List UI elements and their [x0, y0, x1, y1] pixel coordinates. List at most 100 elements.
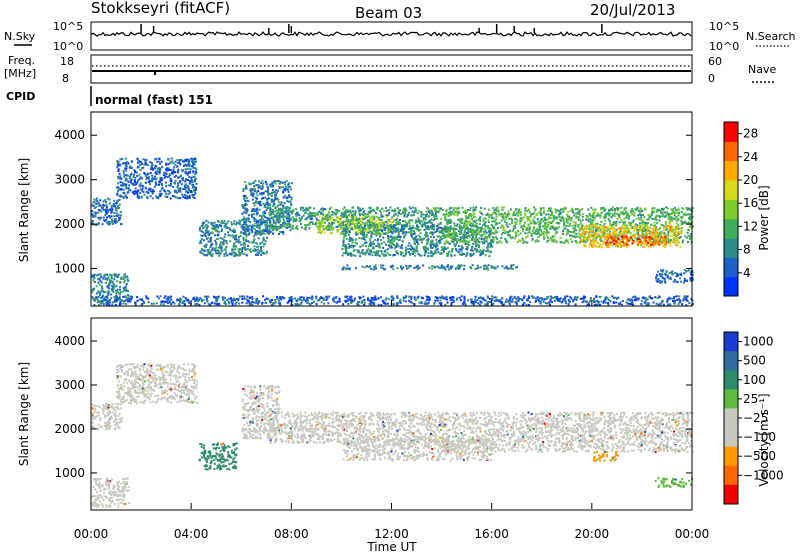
- data-cell: [544, 222, 547, 225]
- data-cell: [421, 241, 423, 244]
- data-cell: [571, 225, 574, 227]
- data-cell: [106, 221, 109, 224]
- data-cell: [101, 223, 104, 226]
- data-cell: [130, 178, 133, 181]
- data-cell: [380, 250, 383, 253]
- data-cell: [183, 164, 185, 167]
- data-cell: [474, 219, 477, 222]
- data-cell: [125, 295, 128, 298]
- data-cell: [91, 289, 94, 292]
- data-cell: [110, 215, 113, 218]
- data-cell: [378, 226, 381, 229]
- data-cell: [353, 225, 356, 228]
- data-cell: [308, 227, 311, 230]
- data-cell: [252, 188, 255, 191]
- data-cell: [522, 225, 525, 228]
- data-cell: [265, 227, 268, 230]
- data-cell: [222, 221, 224, 224]
- data-cell: [687, 217, 690, 220]
- data-cell: [174, 171, 177, 174]
- data-cell: [331, 211, 334, 213]
- data-cell: [515, 231, 518, 234]
- data-cell: [488, 234, 491, 237]
- data-cell: [364, 215, 367, 218]
- data-cell: [362, 229, 365, 232]
- data-cell: [291, 182, 294, 185]
- data-cell: [469, 254, 472, 257]
- data-cell: [599, 237, 602, 240]
- data-cell: [448, 232, 451, 235]
- data-cell: [164, 181, 167, 184]
- data-cell: [570, 209, 572, 212]
- data-cell: [496, 231, 499, 234]
- data-cell: [613, 215, 616, 218]
- data-cell: [383, 221, 386, 224]
- data-cell: [240, 252, 243, 255]
- data-cell: [372, 245, 375, 248]
- data-cell: [611, 206, 614, 209]
- data-cell: [179, 190, 182, 193]
- data-cell: [559, 216, 562, 219]
- data-cell: [566, 225, 569, 228]
- data-cell: [358, 207, 361, 210]
- data-cell: [256, 231, 259, 234]
- data-cell: [311, 212, 314, 215]
- data-cell: [248, 232, 251, 235]
- data-cell: [358, 210, 361, 213]
- data-cell: [380, 213, 383, 216]
- data-cell: [91, 213, 94, 216]
- data-cell: [409, 244, 412, 247]
- data-cell: [342, 236, 345, 239]
- data-cell: [372, 251, 375, 254]
- data-cell: [191, 183, 194, 186]
- data-cell: [359, 224, 362, 227]
- data-cell: [489, 228, 492, 231]
- data-cell: [425, 222, 428, 224]
- data-cell: [255, 191, 258, 194]
- data-cell: [259, 202, 261, 205]
- data-cell: [251, 230, 254, 233]
- data-cell: [567, 218, 569, 221]
- data-cell: [143, 163, 146, 166]
- data-cell: [680, 229, 683, 232]
- data-cell: [387, 248, 389, 251]
- data-cell: [396, 238, 399, 240]
- data-cell: [552, 238, 555, 241]
- data-cell: [136, 157, 139, 160]
- data-cell: [260, 182, 263, 185]
- data-cell: [464, 220, 467, 223]
- data-cell: [173, 176, 176, 178]
- data-cell: [588, 224, 591, 227]
- data-cell: [416, 228, 419, 231]
- data-cell: [603, 225, 606, 228]
- data-cell: [189, 191, 192, 193]
- data-cell: [435, 215, 438, 218]
- data-cell: [112, 202, 115, 205]
- data-cell: [117, 219, 120, 222]
- data-cell: [126, 161, 128, 164]
- data-cell: [285, 206, 288, 209]
- data-cell: [558, 222, 561, 225]
- data-cell: [119, 188, 122, 191]
- data-cell: [513, 225, 516, 228]
- data-cell: [572, 220, 575, 223]
- data-cell: [254, 190, 257, 193]
- data-cell: [570, 234, 573, 237]
- data-cell: [481, 240, 484, 243]
- data-cell: [200, 230, 203, 233]
- data-cell: [533, 206, 536, 209]
- data-cell: [467, 222, 470, 225]
- data-cell: [107, 197, 109, 200]
- data-cell: [451, 233, 454, 236]
- data-cell: [651, 238, 654, 241]
- data-cell: [461, 219, 463, 222]
- data-cell: [305, 226, 308, 229]
- data-cell: [92, 288, 95, 291]
- data-cell: [260, 197, 263, 200]
- data-cell: [521, 226, 524, 229]
- data-cell: [587, 220, 590, 223]
- data-cell: [260, 222, 263, 225]
- data-cell: [190, 191, 193, 194]
- data-cell: [390, 266, 393, 269]
- data-cell: [170, 182, 172, 185]
